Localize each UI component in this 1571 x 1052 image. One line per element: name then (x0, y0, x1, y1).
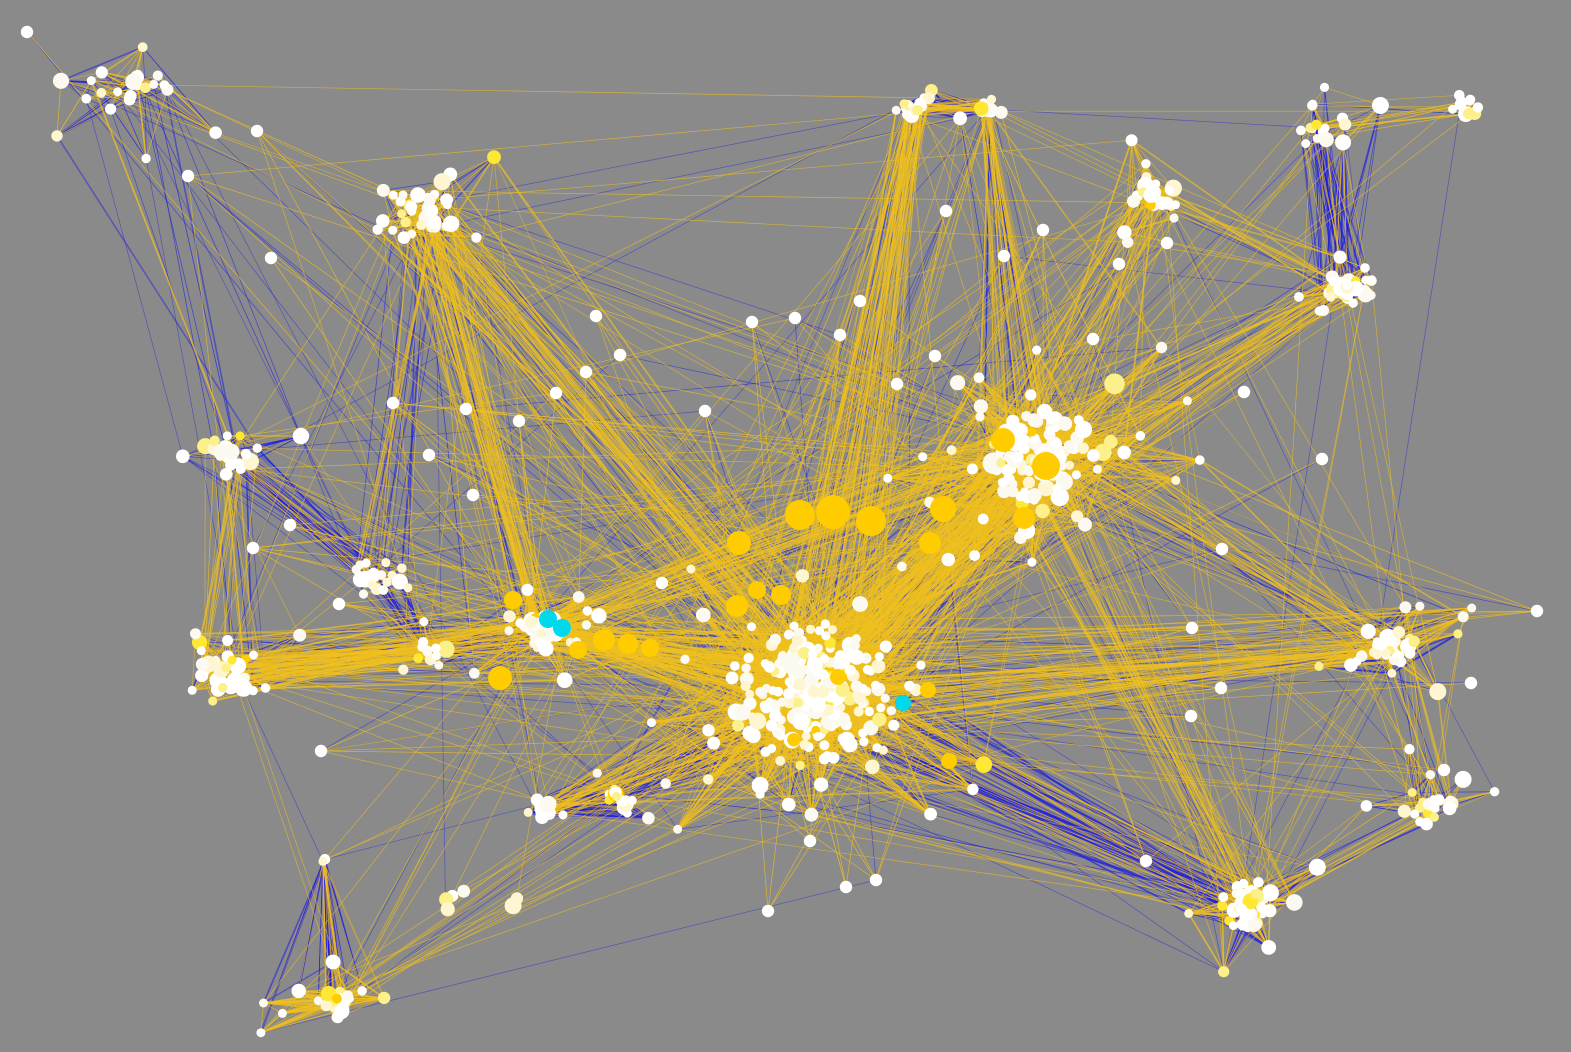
graph-background (0, 0, 1571, 1052)
graph-svg (0, 0, 1571, 1052)
network-graph-canvas (0, 0, 1571, 1052)
